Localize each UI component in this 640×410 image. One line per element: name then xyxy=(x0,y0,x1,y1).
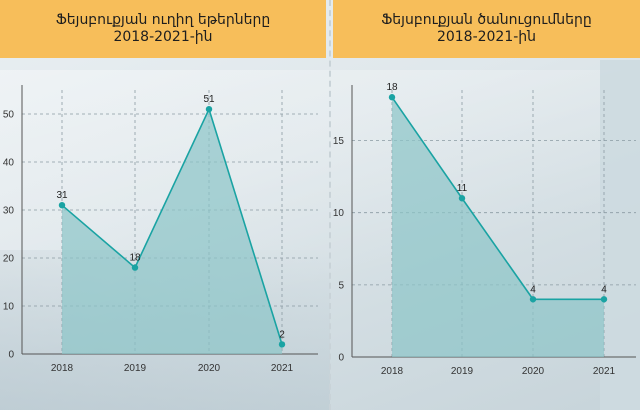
chart-1-y-tick-label: 20 xyxy=(3,254,15,265)
chart-1-y-tick-label: 0 xyxy=(8,350,14,361)
chart-2-point xyxy=(529,296,537,303)
chart-1-y-tick-label: 40 xyxy=(3,158,15,169)
chart-2-x-tick-label: 2019 xyxy=(451,366,474,377)
chart-2-y-tick-label: 10 xyxy=(333,208,345,219)
chart-2-data-label: 4 xyxy=(530,284,536,295)
chart-1-x-tick-label: 2020 xyxy=(198,363,221,374)
chart-1-title: Ֆեյսբուքյան ուղիղ եթերները xyxy=(55,12,271,28)
chart-1-area xyxy=(62,109,282,354)
chart-1-header: Ֆեյսբուքյան ուղիղ եթերները 2018-2021-ին xyxy=(0,0,326,58)
chart-1-data-label: 51 xyxy=(203,94,215,105)
chart-2-point xyxy=(458,195,466,202)
chart-2-data-label: 11 xyxy=(457,183,468,194)
chart-1-x-tick-label: 2021 xyxy=(271,363,294,374)
chart-2-y-tick-label: 15 xyxy=(333,136,345,147)
panel-divider xyxy=(329,0,331,410)
chart-2-series-line xyxy=(391,96,604,301)
chart-2-x-tick-label: 2020 xyxy=(522,366,545,377)
chart-1-point xyxy=(278,341,286,348)
chart-1-data-label: 18 xyxy=(129,253,141,264)
chart-1-live-broadcasts: 0 10 20 30 40 50 31 18 51 2 2018 2019 2020 2021 xyxy=(3,85,318,374)
chart-2-x-tick-label: 2018 xyxy=(381,366,404,377)
chart-2-data-label: 4 xyxy=(601,284,607,295)
chart-1-series-line xyxy=(61,106,283,345)
chart-1-point xyxy=(58,202,66,209)
chart-1-y-tick-label: 50 xyxy=(3,110,15,121)
chart-2-data-label: 18 xyxy=(386,82,398,93)
chart-1-x-tick-label: 2019 xyxy=(124,363,147,374)
chart-1-x-tick-label: 2018 xyxy=(51,363,74,374)
chart-1-data-label: 2 xyxy=(279,329,285,340)
chart-2-y-tick-label: 0 xyxy=(338,353,344,364)
chart-1-y-tick-label: 30 xyxy=(3,206,15,217)
chart-1-point xyxy=(205,106,213,113)
chart-2-title: Ֆեյսբուքյան ծանուցումները xyxy=(381,12,592,28)
chart-1-point xyxy=(131,264,139,271)
chart-2-header: Ֆեյսբուքյան ծանուցումները 2018-2021-ին xyxy=(333,0,640,58)
chart-2-y-tick-label: 5 xyxy=(338,280,344,291)
chart-2-point xyxy=(600,296,608,303)
chart-2-x-tick-label: 2021 xyxy=(593,366,616,377)
chart-1-subtitle: 2018-2021-ին xyxy=(113,29,213,45)
chart-2-subtitle: 2018-2021-ին xyxy=(436,29,537,45)
chart-1-y-tick-label: 10 xyxy=(3,302,15,313)
chart-2-point xyxy=(388,94,396,101)
chart-1-data-label: 31 xyxy=(56,190,68,201)
chart-2-area xyxy=(392,97,604,357)
